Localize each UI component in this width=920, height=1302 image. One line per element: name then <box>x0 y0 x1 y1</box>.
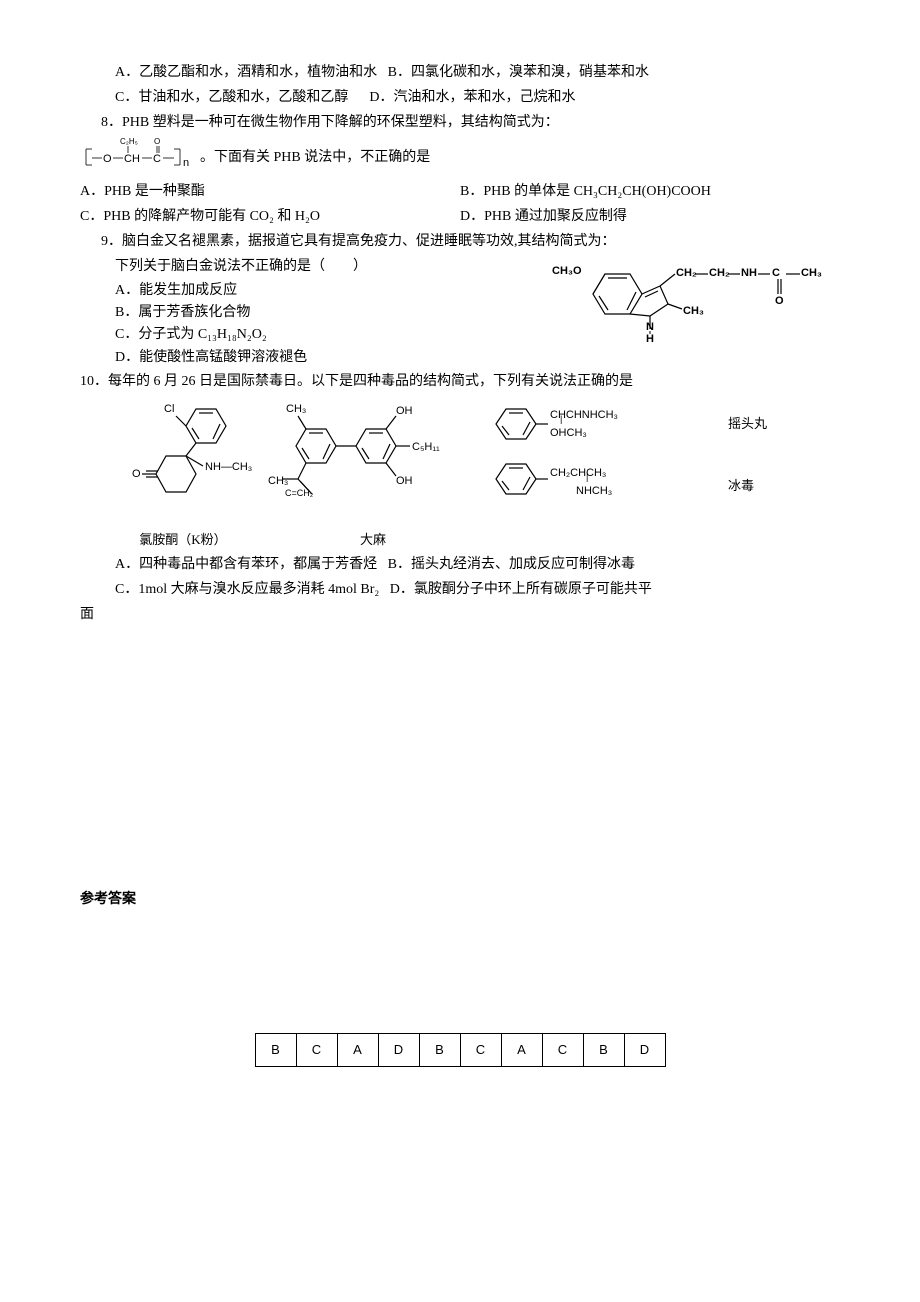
q8-optB: B．PHB 的单体是 CH₃CH₂CH(OH)COOH <box>460 179 840 204</box>
q7-options: A．乙酸乙酯和水，酒精和水，植物油和水 B．四氯化碳和水，溴苯和溴，硝基苯和水 <box>80 60 840 85</box>
q8-opts-row1: A．PHB 是一种聚酯 B．PHB 的单体是 CH₃CH₂CH(OH)COOH <box>80 179 840 204</box>
q10-optD-tail: 面 <box>80 602 840 627</box>
svg-text:O: O <box>132 468 141 480</box>
ans-cell: B <box>583 1033 624 1066</box>
q10-optB: B．摇头丸经消去、加成反应可制得冰毒 <box>388 557 635 572</box>
svg-text:|: | <box>586 472 588 482</box>
q10-structures: Cl O NH—CH₃ 氯胺酮（K粉） <box>80 394 840 552</box>
svg-text:OH: OH <box>396 475 413 487</box>
q7-optA: A．乙酸乙酯和水，酒精和水，植物油和水 <box>115 65 377 80</box>
svg-text:NH: NH <box>741 267 757 279</box>
ans-cell: B <box>419 1033 460 1066</box>
svg-text:CH₂: CH₂ <box>676 267 697 279</box>
meth-label: 冰毒 <box>728 474 767 497</box>
q9-optA: A．能发生加成反应 <box>80 280 550 302</box>
q8-optD: D．PHB 通过加聚反应制得 <box>460 204 840 229</box>
ans-cell: C <box>542 1033 583 1066</box>
q9-stem1: 9．脑白金又名褪黑素，据报道它具有提高免疫力、促进睡眠等功效,其结构简式为： <box>80 229 840 254</box>
svg-text:NHCH₃: NHCH₃ <box>576 485 612 497</box>
svg-text:n: n <box>183 157 189 169</box>
answers-title: 参考答案 <box>80 887 840 912</box>
ans-cell: B <box>255 1033 296 1066</box>
svg-text:CH₃: CH₃ <box>801 267 822 279</box>
svg-text:C: C <box>772 267 780 279</box>
ans-cell: C <box>460 1033 501 1066</box>
ans-cell: D <box>624 1033 665 1066</box>
svg-text:CH₃: CH₃ <box>268 475 288 487</box>
svg-text:CH₂CHCH₃: CH₂CHCH₃ <box>550 467 606 479</box>
phb-structure-icon: C₂H₅ O O CH C n <box>80 136 200 179</box>
svg-text:OHCH₃: OHCH₃ <box>550 427 587 439</box>
svg-text:H: H <box>646 333 654 344</box>
answers-row: B C A D B C A C B D <box>255 1033 665 1066</box>
q9-optC: C．分子式为 C₁₃H₁₈N₂O₂ <box>80 324 550 346</box>
q10-optD: D．氯胺酮分子中环上所有碳原子可能共平 <box>390 582 652 597</box>
mdma-label: 摇头丸 <box>728 412 767 435</box>
q7-optC: C．甘油和水，乙酸和水，乙酸和乙醇 <box>115 90 348 105</box>
svg-text:CH₃: CH₃ <box>286 403 306 415</box>
ans-cell: C <box>296 1033 337 1066</box>
ketamine-label: 氯胺酮（K粉） <box>108 528 258 551</box>
q7-optD: D．汽油和水，苯和水，己烷和水 <box>369 90 575 105</box>
ans-cell: A <box>501 1033 542 1066</box>
svg-text:C=CH₂: C=CH₂ <box>285 488 314 498</box>
q10-optA: A．四种毒品中都含有苯环，都属于芳香烃 <box>115 557 377 572</box>
ans-cell: D <box>378 1033 419 1066</box>
q8-optA: A．PHB 是一种聚酯 <box>80 179 460 204</box>
ketamine-structure-icon: Cl O NH—CH₃ <box>108 394 258 528</box>
q10-opts-row2: C．1mol 大麻与溴水反应最多消耗 4mol Br₂ D．氯胺酮分子中环上所有… <box>80 577 840 602</box>
svg-text:CH₂: CH₂ <box>709 267 730 279</box>
svg-text:C: C <box>153 153 161 165</box>
svg-text:OH: OH <box>396 405 413 417</box>
q10-optC: C．1mol 大麻与溴水反应最多消耗 4mol Br₂ <box>115 582 379 597</box>
ketamine-block: Cl O NH—CH₃ 氯胺酮（K粉） <box>108 394 258 552</box>
q7-options-2: C．甘油和水，乙酸和水，乙酸和乙醇 D．汽油和水，苯和水，己烷和水 <box>80 85 840 110</box>
q9-optB: B．属于芳香族化合物 <box>80 302 550 324</box>
q8-optC: C．PHB 的降解产物可能有 CO₂ 和 H₂O <box>80 204 460 229</box>
q10-stem: 10．每年的 6 月 26 日是国际禁毒日。以下是四种毒品的结构简式，下列有关说… <box>80 369 840 394</box>
mdma-meth-structure-icon: CHCHNHCH₃ | OHCH₃ CH₂CHCH₃ | NHCH₃ <box>488 394 718 528</box>
ans-cell: A <box>337 1033 378 1066</box>
q9-stem2: 下列关于脑白金说法不正确的是（ ） <box>80 254 550 279</box>
q8-stem1: 8．PHB 塑料是一种可在微生物作用下降解的环保型塑料，其结构简式为： <box>80 110 840 135</box>
answers-table: B C A D B C A C B D <box>255 1033 666 1067</box>
right-drugs-block: CHCHNHCH₃ | OHCH₃ CH₂CHCH₃ | NHCH₃ <box>488 394 718 528</box>
svg-text:Cl: Cl <box>164 403 174 415</box>
svg-text:NH—CH₃: NH—CH₃ <box>205 461 252 473</box>
cannabis-label: 大麻 <box>268 528 478 551</box>
svg-text:CH₃: CH₃ <box>683 305 704 317</box>
svg-text:O: O <box>154 137 160 146</box>
svg-text:|: | <box>560 414 562 424</box>
q8-formula-row: C₂H₅ O O CH C n 。下面有关 PHB 说法中，不正确的是 <box>80 136 840 179</box>
q7-optB: B．四氯化碳和水，溴苯和溴，硝基苯和水 <box>388 65 649 80</box>
q8-opts-row2: C．PHB 的降解产物可能有 CO₂ 和 H₂O D．PHB 通过加聚反应制得 <box>80 204 840 229</box>
svg-text:O: O <box>775 295 784 307</box>
melatonin-structure-icon: CH₃O CH₂ CH₂ NH C CH₃ O CH₃ N H <box>550 254 840 353</box>
q10-opts-row1: A．四种毒品中都含有苯环，都属于芳香烃 B．摇头丸经消去、加成反应可制得冰毒 <box>80 552 840 577</box>
q8-stem2: 。下面有关 PHB 说法中，不正确的是 <box>200 145 430 170</box>
q9-optD: D．能使酸性高锰酸钾溶液褪色 <box>80 347 550 369</box>
cannabis-structure-icon: CH₃ CH₃ C=CH₂ OH OH C₅H₁₁ <box>268 394 478 528</box>
svg-text:CH₃O: CH₃O <box>552 265 582 277</box>
dama-block: CH₃ CH₃ C=CH₂ OH OH C₅H₁₁ 大麻 <box>268 394 478 552</box>
svg-text:CH: CH <box>124 153 140 165</box>
svg-text:C₅H₁₁: C₅H₁₁ <box>412 441 440 453</box>
svg-text:C₂H₅: C₂H₅ <box>120 137 138 146</box>
right-labels: 摇头丸 冰毒 <box>728 394 767 497</box>
svg-text:O: O <box>103 153 112 165</box>
